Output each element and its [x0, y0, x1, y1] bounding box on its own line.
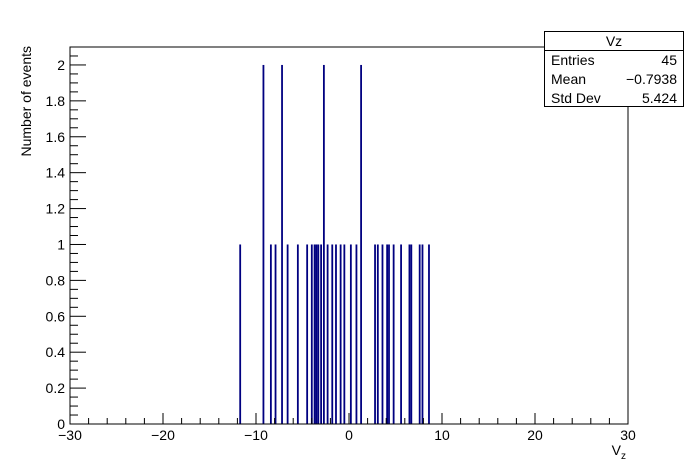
stats-box-title: Vz: [545, 32, 683, 51]
y-tick-label: 1.4: [46, 165, 66, 181]
histogram-bar: [339, 244, 342, 424]
histogram-bar: [269, 244, 272, 424]
y-tick-label: 0.2: [46, 380, 66, 396]
stats-label: Entries: [551, 52, 595, 68]
histogram-bar: [317, 244, 320, 424]
histogram-bar: [392, 244, 395, 424]
y-tick-label: 0.6: [46, 308, 66, 324]
histogram-bar: [331, 244, 334, 424]
stats-row-entries: Entries 45: [545, 51, 683, 70]
stats-value: 5.424: [641, 90, 677, 106]
stats-row-mean: Mean −0.7938: [545, 70, 683, 89]
histogram-bar: [320, 244, 322, 424]
histogram-bar: [388, 244, 390, 424]
histogram-bar: [355, 244, 358, 424]
histogram-bar: [335, 244, 337, 424]
histogram-bar: [381, 244, 384, 424]
histogram-bar: [306, 244, 309, 424]
y-tick-label: 2: [57, 57, 65, 73]
histogram-bars: [239, 64, 430, 424]
y-tick-label: 1.2: [46, 201, 66, 217]
x-tick-label: −20: [151, 427, 175, 443]
histogram-bar: [296, 244, 299, 424]
histogram-bar: [376, 244, 379, 424]
histogram-bar: [386, 244, 389, 424]
histogram-bar: [428, 244, 430, 424]
x-tick-label: 30: [620, 427, 636, 443]
histogram-bar: [274, 244, 277, 424]
histogram-bar: [326, 244, 329, 424]
x-tick-label: 20: [527, 427, 543, 443]
stats-value: −0.7938: [626, 71, 677, 87]
histogram-bar: [315, 244, 318, 424]
histogram-bar: [360, 64, 362, 424]
histogram-bar: [408, 244, 411, 424]
histogram-bar: [286, 244, 289, 424]
histogram-bar: [418, 244, 421, 424]
stats-label: Std Dev: [551, 90, 601, 106]
x-axis-label: Vz: [612, 442, 626, 462]
x-tick-label: 10: [434, 427, 450, 443]
histogram-bar: [281, 64, 283, 424]
histogram-bar: [400, 244, 402, 424]
histogram-bar: [374, 244, 376, 424]
x-axis: −30 −20 −10 0 10 20 30: [58, 413, 636, 443]
histogram-bar: [239, 244, 242, 424]
y-tick-label: 0: [57, 416, 65, 432]
histogram-bar: [410, 244, 413, 424]
y-tick-label: 1.8: [46, 93, 66, 109]
histogram-bar: [313, 244, 316, 424]
y-axis-label: Number of events: [18, 46, 34, 157]
x-tick-label: −30: [58, 427, 82, 443]
histogram-bar: [343, 244, 346, 424]
histogram-bar: [349, 244, 352, 424]
x-tick-label: −10: [244, 427, 268, 443]
y-tick-label: 1: [57, 236, 65, 252]
stats-label: Mean: [551, 71, 587, 87]
histogram-bar: [421, 244, 424, 424]
x-tick-label: 0: [345, 427, 353, 443]
histogram-bar: [310, 244, 313, 424]
y-axis: 0 0.2 0.4 0.6 0.8 1 1.2 1.4 1.6 1.8 2: [46, 46, 86, 432]
histogram-bar: [322, 64, 325, 424]
y-tick-label: 1.6: [46, 129, 66, 145]
stats-value: 45: [661, 52, 677, 68]
y-tick-label: 0.8: [46, 272, 66, 288]
stats-row-stddev: Std Dev 5.424: [545, 89, 683, 108]
y-tick-label: 0.4: [46, 344, 66, 360]
stats-box: Vz Entries 45 Mean −0.7938 Std Dev 5.424: [544, 31, 684, 107]
histogram-bar: [262, 64, 265, 424]
